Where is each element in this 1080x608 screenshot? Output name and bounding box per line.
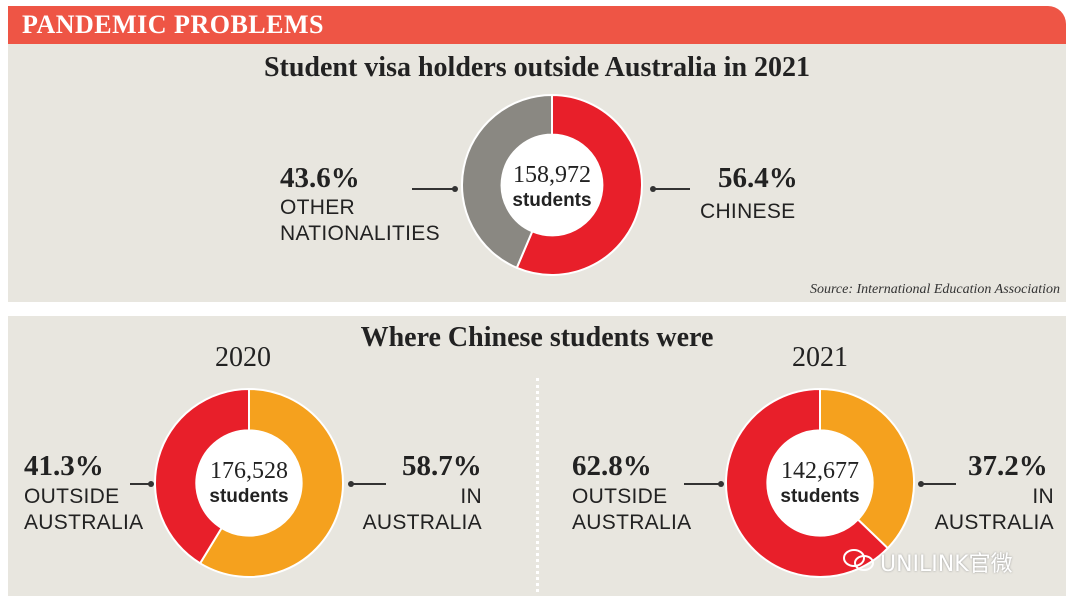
label-connector: [650, 185, 690, 192]
watermark-text: UNILINK官微: [880, 552, 1013, 577]
donut-hole: [196, 430, 302, 536]
chart-title: Student visa holders outside Australia i…: [263, 52, 811, 83]
visa-holders-panel: Student visa holders outside Australia i…: [8, 44, 1066, 302]
donut-svg: [725, 387, 915, 578]
label-connector: [412, 185, 458, 192]
slice-pct-label: 37.2%: [968, 450, 1048, 482]
slice-pct-label: 62.8%: [572, 450, 652, 482]
donut-chart-2021: 142,677 students: [724, 387, 916, 578]
donut-center-value: 176,528: [210, 458, 288, 484]
donut-center-value: 158,972: [513, 162, 591, 188]
source-note: Source: International Education Associat…: [809, 282, 1060, 297]
donut-svg: [461, 93, 643, 276]
chart-title: Where Chinese students were: [360, 322, 714, 353]
slice-category-label: CHINESE: [700, 200, 796, 223]
donut-center-value: 142,677: [781, 458, 859, 484]
chinese-students-panel: Where Chinese students were 2020 41.3% O…: [8, 316, 1066, 596]
slice-category-label: IN AUSTRALIA: [934, 485, 1054, 534]
slice-category-label: IN AUSTRALIA: [362, 485, 482, 534]
year-label: 2021: [792, 342, 848, 373]
slice-pct-label: 43.6%: [280, 162, 360, 194]
wechat-icon: [843, 549, 874, 571]
slice-pct-label: 56.4%: [718, 162, 798, 194]
year-label: 2020: [215, 342, 271, 373]
divider: [536, 378, 539, 592]
label-connector: [918, 480, 956, 487]
donut-center-unit: students: [512, 190, 592, 211]
slice-category-label: OUTSIDE AUSTRALIA: [24, 485, 144, 534]
donut-chart-nationalities: 158,972 students: [457, 93, 647, 276]
donut-hole: [501, 134, 603, 236]
label-connector: [130, 480, 154, 487]
slice-category-label: OTHER NATIONALITIES: [280, 196, 440, 245]
donut-hole: [767, 430, 873, 536]
donut-svg: [154, 387, 344, 578]
slice-category-label: OUTSIDE AUSTRALIA: [572, 485, 692, 534]
label-connector: [348, 480, 386, 487]
label-connector: [684, 480, 724, 487]
donut-chart-2020: 176,528 students: [153, 387, 345, 578]
donut-center-unit: students: [209, 486, 289, 507]
banner-title: PANDEMIC PROBLEMS: [22, 10, 324, 39]
slice-pct-label: 58.7%: [402, 450, 482, 482]
header-banner: PANDEMIC PROBLEMS: [8, 6, 1066, 44]
donut-center-unit: students: [780, 486, 860, 507]
slice-pct-label: 41.3%: [24, 450, 104, 482]
